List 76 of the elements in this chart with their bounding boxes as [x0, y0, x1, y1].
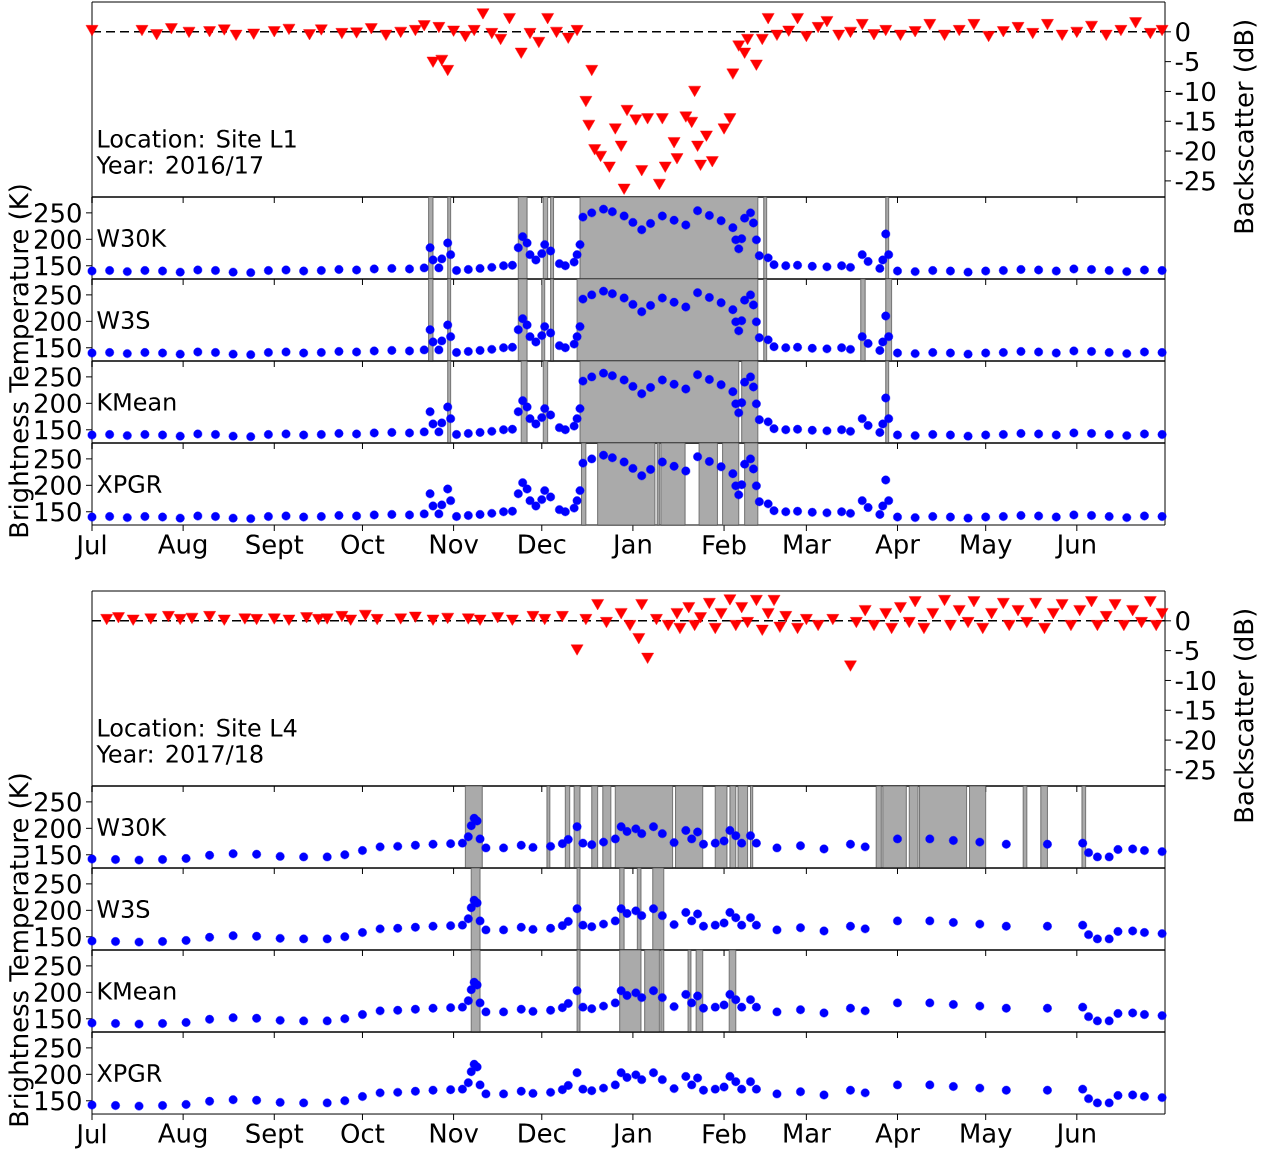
text: W3S [97, 310, 150, 330]
y-tick-label: 250 [34, 956, 81, 976]
x-tick-label: Jul [75, 1123, 106, 1149]
y-tick-label: 200 [34, 475, 81, 496]
x-tick-label: Oct [341, 534, 385, 555]
y-axis-title: Brightness Temperature (K) [8, 185, 34, 537]
y2-tick-label: -20 [1175, 730, 1216, 750]
x-tick-label: Mar [784, 534, 831, 554]
y2-tick-label: -10 [1175, 670, 1216, 691]
x-tick-label: Apr [875, 534, 920, 559]
y-tick-label: 150 [35, 1008, 81, 1029]
y-tick-label: 200 [34, 229, 81, 250]
x-tick-label: Dec [519, 534, 566, 554]
y-tick-label: 150 [35, 1090, 81, 1111]
y2-tick-label: -20 [1175, 141, 1216, 161]
text: W3S [97, 899, 150, 919]
x-tick-label: Feb [703, 534, 746, 555]
text: W30K [97, 228, 167, 248]
y2-axis-title: Backscatter (dB) [1233, 21, 1257, 233]
y-tick-label: 200 [34, 1064, 81, 1085]
x-tick-label: Oct [341, 1123, 385, 1144]
y2-tick-label: -25 [1175, 760, 1215, 780]
x-tick-label: Nov [430, 1123, 479, 1143]
y-tick-label: 150 [35, 337, 81, 358]
annotation: Location: Site L4 [98, 718, 297, 737]
x-tick-label: Dec [519, 1123, 566, 1143]
y2-tick-label: -15 [1175, 111, 1215, 131]
x-tick-label: Sept [246, 1123, 304, 1149]
y-tick-label: 200 [34, 818, 81, 839]
annotation: Year: 2017/18 [96, 744, 263, 765]
y-tick-label: 200 [34, 311, 81, 332]
y-tick-label: 250 [34, 874, 81, 894]
y2-tick-label: 0 [1176, 611, 1190, 631]
y-tick-label: 150 [35, 255, 81, 276]
text: KMean [98, 393, 176, 411]
x-tick-label: Feb [703, 1123, 746, 1144]
x-tick-label: Nov [430, 534, 479, 554]
y-tick-label: 200 [34, 393, 81, 414]
x-tick-label: Aug [158, 1123, 207, 1148]
y2-tick-label: -25 [1175, 171, 1215, 191]
y-tick-label: 150 [35, 926, 81, 947]
y-tick-label: 250 [34, 1038, 81, 1058]
x-tick-label: Apr [875, 1123, 920, 1148]
y-tick-label: 150 [35, 844, 81, 865]
y-tick-label: 250 [34, 792, 81, 812]
x-tick-label: Jul [75, 534, 106, 560]
y2-tick-label: -15 [1175, 700, 1215, 720]
y-tick-label: 250 [34, 367, 81, 387]
text: XPGR [97, 474, 162, 494]
x-tick-label: Mar [784, 1123, 831, 1143]
text: W30K [97, 817, 167, 837]
y-tick-label: 200 [34, 900, 81, 921]
text: KMean [98, 982, 176, 1000]
x-tick-label: Jan [611, 534, 651, 559]
y2-tick-label: 0 [1176, 22, 1190, 42]
x-tick-label: May [961, 1123, 1012, 1148]
y-tick-label: 150 [35, 419, 81, 440]
annotation: Location: Site L1 [98, 129, 296, 148]
y-axis-title: Brightness Temperature (K) [8, 774, 34, 1126]
text: XPGR [97, 1063, 162, 1083]
y2-tick-label: -10 [1175, 81, 1216, 102]
y-tick-label: 250 [34, 203, 81, 223]
y-tick-label: 150 [35, 501, 81, 522]
annotation: Year: 2016/17 [96, 155, 263, 176]
y2-tick-label: -5 [1175, 52, 1199, 72]
y2-tick-label: -5 [1175, 641, 1199, 661]
y-tick-label: 250 [34, 285, 81, 305]
x-tick-label: Sept [246, 534, 304, 560]
y-tick-label: 250 [34, 449, 81, 469]
y-tick-label: 200 [34, 982, 81, 1003]
x-tick-label: Jan [611, 1123, 651, 1148]
x-tick-label: Aug [158, 534, 207, 559]
x-tick-label: May [961, 534, 1012, 559]
y2-axis-title: Backscatter (dB) [1233, 610, 1257, 822]
x-tick-label: Jun [1055, 1123, 1095, 1148]
x-tick-label: Jun [1055, 534, 1095, 559]
